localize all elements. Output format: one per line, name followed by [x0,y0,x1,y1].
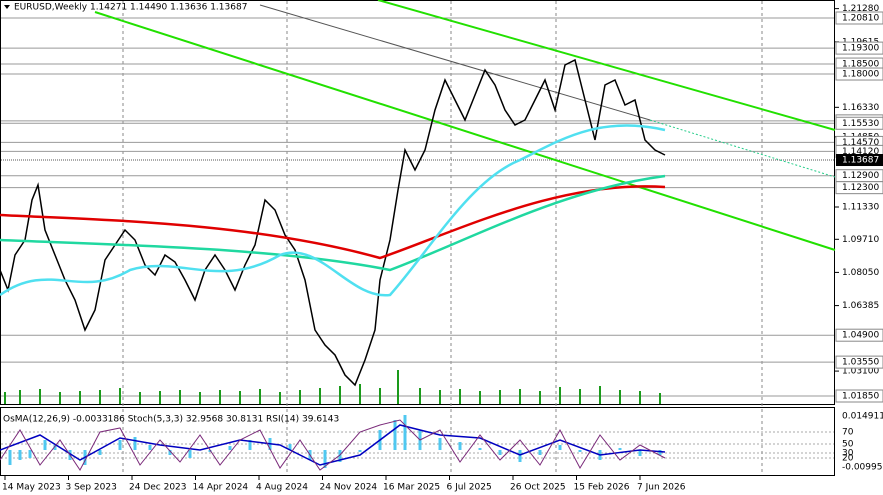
indicator-label: OsMA(12,26,9) -0.0033186 Stoch(5,3,3) 32… [3,415,339,425]
indicator-axis-label: 0.014911 [842,412,883,422]
date-label: 16 Mar 2025 [383,483,440,493]
indicator-axis-label: 20 [842,454,854,464]
price-level-label: 1.19300 [842,44,879,54]
price-tick-label: 1.06385 [842,301,879,311]
stochastic [0,419,666,471]
indicator-levels [1,431,834,459]
date-label: 24 Dec 2023 [129,483,187,493]
price-level-label: 1.15530 [842,119,879,129]
ma-fast [0,124,666,297]
price-level-label: 1.01850 [842,392,879,402]
level-box [835,389,883,403]
price-level-label: 1.14120 [842,147,879,157]
level-box [835,11,883,25]
current-price-label: 1.13687 [842,156,879,166]
price-tick-label: 1.08050 [842,268,879,278]
price-level-label: 1.18000 [842,70,879,80]
header-title: EURUSD,Weekly 1.14271 1.14490 1.13636 1.… [14,3,247,13]
level-box [835,181,883,195]
date-label: 3 Sep 2023 [66,483,117,493]
indicator-axis-label: 70 [842,428,854,438]
vertical-grid [122,1,763,475]
price-tick-label: 1.11330 [842,203,879,213]
price-levels [1,17,834,397]
price-level-label: 1.18500 [842,60,879,70]
price-level-label: 1.03550 [842,358,879,368]
trend-line [377,0,836,131]
date-label: 7 Jun 2026 [637,483,686,493]
price-level-label: 1.04900 [842,331,879,341]
level-box [835,116,883,130]
level-box [835,328,883,342]
menu-arrow[interactable] [4,5,10,9]
ma-mid [0,174,666,272]
level-box [835,41,883,55]
level-box [835,355,883,369]
price-tick-label: 1.03100 [842,367,879,377]
date-label: 26 Oct 2025 [510,483,566,493]
trend-line [94,11,836,251]
date-label: 6 Jul 2025 [447,483,492,493]
price-tick-label: 1.21280 [842,4,879,14]
current-box [836,154,883,167]
frames [0,0,835,476]
date-label: 14 Apr 2024 [193,483,249,493]
trend-extension [649,119,836,178]
indicator-frame [0,407,835,476]
price-level-label: 1.12300 [842,183,879,193]
indicator-axis-label: 50 [842,440,854,450]
volume [4,370,661,404]
price-level-label: 1.20810 [842,14,879,24]
price [0,58,666,387]
date-label: 24 Nov 2024 [320,483,378,493]
date-label: 4 Aug 2024 [256,483,308,493]
ma-slow [0,185,666,260]
date-label: 14 May 2023 [2,483,61,493]
date-label: 15 Feb 2026 [574,483,630,493]
price-tick-label: 1.16330 [842,103,879,113]
level-box [835,67,883,81]
indicator-axis-label: 30 [842,449,854,459]
price-tick-label: 1.09710 [842,235,879,245]
price-level-label: 1.12900 [842,171,879,181]
price-level-label: 1.14570 [842,138,879,148]
main-frame [0,0,835,405]
